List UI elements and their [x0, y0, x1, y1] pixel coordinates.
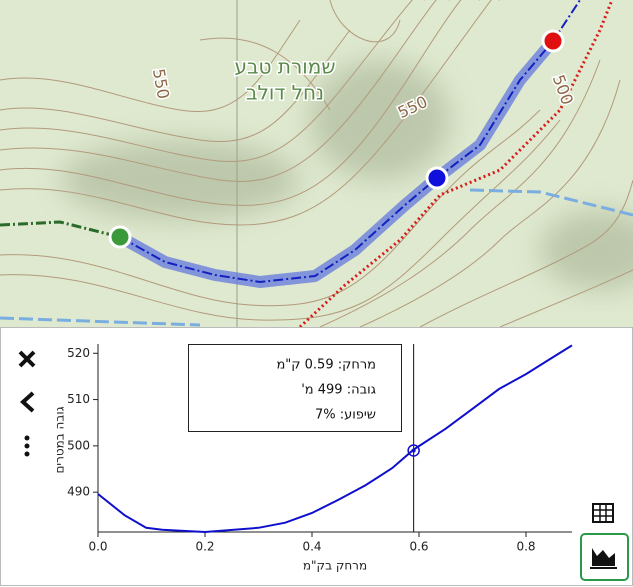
- cursor-dot: [411, 448, 416, 453]
- chart-button[interactable]: [580, 533, 629, 581]
- tooltip-line: גובה: 499 מ': [301, 383, 376, 398]
- menu-button[interactable]: [24, 435, 30, 457]
- tooltip-line: שיפוע: 7%: [315, 408, 376, 423]
- tooltip: [188, 344, 402, 432]
- close-button[interactable]: [18, 350, 36, 368]
- x-tick-label: 0.4: [302, 540, 321, 554]
- y-tick-label: 510: [67, 392, 90, 406]
- x-tick-label: 0.2: [195, 540, 214, 554]
- x-tick-label: 0.8: [516, 540, 535, 554]
- tooltip-line: מרחק: 0.59 ק"מ: [276, 358, 376, 373]
- elevation-chart: גובה במטרים מרחק בק"מ 490 500 510 520 0.0 0.2…: [53, 344, 573, 573]
- table-button[interactable]: [592, 503, 614, 523]
- x-axis-label: מרחק בק"מ: [303, 559, 367, 573]
- y-axis-label: גובה במטרים: [53, 406, 67, 473]
- map-label: שמורת טבע: [234, 55, 335, 79]
- back-button[interactable]: [20, 391, 35, 413]
- map[interactable]: שמורת טבע נחל דולב 550 550 500: [0, 0, 633, 329]
- cursor-point: [407, 444, 420, 457]
- map-label: נחל דולב: [246, 81, 324, 105]
- y-tick-label: 520: [67, 346, 90, 360]
- y-tick-label: 500: [67, 438, 90, 452]
- y-tick-label: 490: [67, 485, 90, 499]
- elevation-line: [97, 344, 573, 534]
- x-tick-label: 0.0: [88, 540, 107, 554]
- x-tick-label: 0.6: [409, 540, 428, 554]
